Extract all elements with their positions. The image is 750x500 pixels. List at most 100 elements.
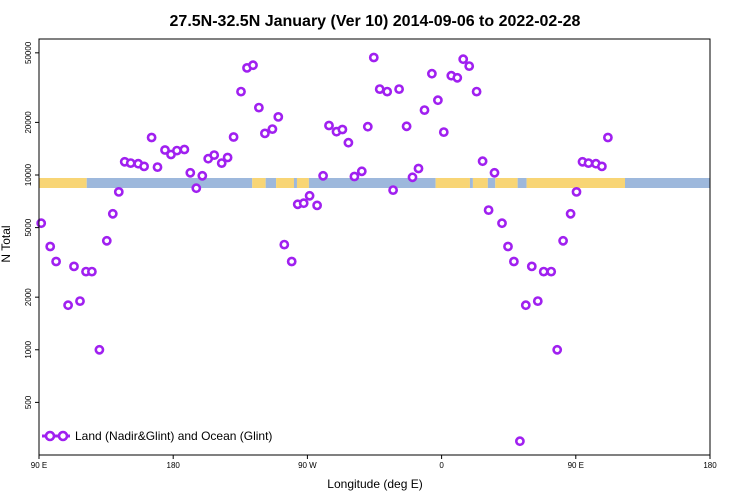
data-point bbox=[432, 95, 443, 106]
data-point bbox=[298, 198, 309, 209]
data-point bbox=[279, 239, 290, 250]
data-point bbox=[538, 266, 549, 277]
x-axis-label: Longitude (deg E) bbox=[327, 477, 422, 491]
surface-segment-land bbox=[252, 177, 266, 188]
data-point bbox=[458, 54, 469, 65]
data-point bbox=[503, 241, 513, 252]
surface-segment-ocean bbox=[517, 177, 527, 188]
data-point bbox=[259, 128, 270, 139]
data-point bbox=[146, 132, 157, 143]
data-point bbox=[324, 120, 334, 131]
surface-segment-land bbox=[39, 177, 87, 188]
data-point bbox=[452, 72, 463, 83]
legend-marker bbox=[44, 430, 56, 442]
data-point bbox=[483, 205, 494, 215]
data-point bbox=[222, 152, 233, 163]
data-point bbox=[438, 127, 449, 137]
surface-segment-land bbox=[276, 177, 294, 188]
x-axis: 90 E 180 90 W 0 90 E 180 bbox=[31, 455, 717, 470]
surface-segment-ocean bbox=[487, 177, 496, 188]
x-tick-label: 90 W bbox=[298, 461, 317, 470]
data-point bbox=[125, 158, 136, 168]
x-tick-label: 180 bbox=[703, 461, 717, 470]
data-point bbox=[139, 161, 149, 172]
surface-segment-ocean bbox=[308, 177, 436, 188]
data-point bbox=[464, 61, 475, 71]
data-point bbox=[253, 102, 264, 113]
x-tick-label: 90 E bbox=[31, 461, 47, 470]
y-tick-label: 20000 bbox=[24, 111, 33, 134]
surface-segment-land bbox=[526, 177, 626, 188]
data-point bbox=[267, 124, 278, 135]
data-point bbox=[532, 296, 543, 306]
series-line bbox=[41, 58, 608, 442]
data-point bbox=[382, 86, 393, 97]
data-point bbox=[520, 300, 531, 311]
data-point bbox=[471, 86, 482, 97]
data-point bbox=[394, 84, 404, 94]
series-path bbox=[41, 58, 608, 442]
data-point bbox=[597, 161, 607, 172]
data-point bbox=[583, 158, 594, 168]
data-point bbox=[318, 170, 328, 181]
data-point bbox=[87, 266, 97, 277]
y-axis: 500 1000 2000 5000 10000 20000 50000 bbox=[24, 41, 39, 409]
data-point bbox=[426, 68, 437, 79]
data-point bbox=[273, 112, 284, 122]
data-point bbox=[236, 86, 246, 97]
y-tick-label: 500 bbox=[24, 395, 33, 409]
surface-segment-land bbox=[435, 177, 470, 188]
legend-label: Land (Nadir&Glint) and Ocean (Glint) bbox=[75, 429, 272, 443]
data-point bbox=[388, 185, 398, 195]
data-point bbox=[101, 235, 112, 246]
data-point bbox=[515, 436, 525, 447]
y-tick-label: 50000 bbox=[24, 41, 33, 64]
plot-frame bbox=[38, 38, 711, 456]
data-point bbox=[160, 145, 170, 155]
x-tick-label: 90 E bbox=[568, 461, 584, 470]
data-points bbox=[36, 52, 613, 447]
legend: Land (Nadir&Glint) and Ocean (Glint) bbox=[42, 429, 272, 443]
data-point bbox=[171, 145, 182, 156]
data-point bbox=[248, 60, 258, 71]
data-point bbox=[489, 167, 500, 178]
data-point bbox=[349, 171, 360, 182]
data-point bbox=[497, 218, 507, 229]
x-tick-label: 180 bbox=[167, 461, 181, 470]
data-point bbox=[191, 183, 202, 194]
data-point bbox=[209, 150, 220, 160]
y-tick-label: 2000 bbox=[24, 288, 33, 306]
data-point bbox=[304, 190, 315, 201]
data-point bbox=[603, 132, 613, 143]
surface-band bbox=[39, 177, 710, 188]
data-point bbox=[228, 132, 239, 142]
y-tick-label: 5000 bbox=[24, 218, 33, 236]
data-point bbox=[185, 167, 196, 178]
x-tick-label: 0 bbox=[439, 461, 444, 470]
data-point bbox=[113, 186, 124, 197]
data-point bbox=[552, 344, 563, 355]
y-axis-label: N Total bbox=[0, 225, 13, 262]
y-tick-label: 10000 bbox=[24, 163, 33, 186]
data-point bbox=[197, 170, 208, 181]
data-point bbox=[312, 200, 322, 211]
data-point bbox=[546, 266, 557, 277]
y-tick-label: 1000 bbox=[24, 340, 33, 358]
data-point bbox=[69, 261, 79, 272]
data-point bbox=[216, 158, 227, 168]
data-point bbox=[565, 208, 576, 219]
surface-segment-ocean bbox=[469, 177, 473, 188]
surface-segment-ocean bbox=[86, 177, 253, 188]
data-point bbox=[45, 241, 56, 252]
surface-segment-ocean bbox=[625, 177, 710, 188]
data-point bbox=[107, 208, 118, 219]
data-point bbox=[343, 137, 354, 148]
data-point bbox=[337, 124, 348, 135]
surface-segment-ocean bbox=[265, 177, 277, 188]
surface-segment-land bbox=[495, 177, 518, 188]
data-point bbox=[75, 296, 85, 306]
data-point bbox=[51, 256, 61, 267]
surface-segment-land bbox=[472, 177, 488, 188]
legend-marker bbox=[57, 430, 69, 442]
